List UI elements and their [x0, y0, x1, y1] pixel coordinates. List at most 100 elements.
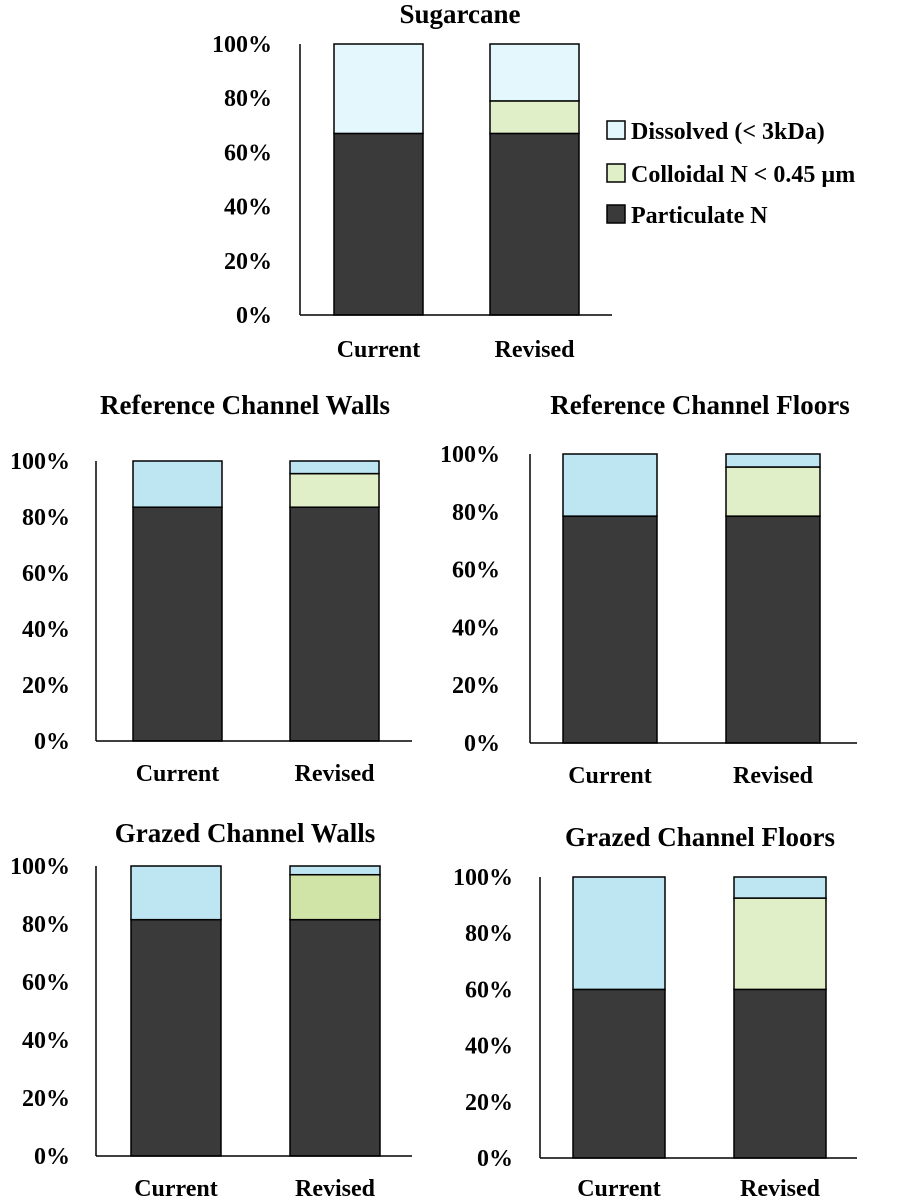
y-axis-ticks: 0% 20% 40% 60% 80% 100%	[453, 865, 513, 1172]
legend: Dissolved (< 3kDa) Colloidal N < 0.45 µm…	[606, 119, 855, 229]
bar-stacks	[132, 460, 380, 742]
y-tick-label: 40%	[22, 1028, 70, 1054]
bar-current-particulate	[132, 506, 223, 742]
bar-revised-colloidal	[733, 897, 827, 991]
x-category-label: Revised	[295, 761, 376, 787]
y-tick-label: 20%	[22, 1086, 70, 1112]
x-category-label: Revised	[733, 763, 814, 789]
y-tick-label: 100%	[440, 442, 500, 468]
y-tick-label: 20%	[22, 673, 70, 699]
y-tick-label: 100%	[453, 865, 513, 891]
bar-current-dissolved	[333, 43, 424, 135]
bar-revised-colloidal	[725, 466, 821, 517]
panel-reference-channel-floors: Reference Channel Floors 0% 20% 40% 60% 80% 1…	[440, 390, 857, 789]
y-axis-ticks: 0% 20% 40% 60% 80% 100%	[440, 442, 500, 757]
x-axis-categories: Current Revised	[136, 761, 375, 787]
panel-title: Reference Channel Floors	[550, 390, 849, 420]
y-tick-label: 0%	[464, 731, 500, 757]
y-tick-label: 40%	[224, 195, 272, 221]
y-axis-ticks: 0% 20% 40% 60% 80% 100%	[212, 32, 272, 329]
axes	[539, 877, 857, 1159]
panel-sugarcane: Sugarcane 0% 20% 40% 60% 80% 100% Current Revi…	[212, 0, 612, 363]
x-axis-categories: Current Revised	[568, 763, 813, 789]
x-axis-categories: Current Revised	[577, 1176, 820, 1202]
y-tick-label: 100%	[10, 449, 70, 475]
y-tick-label: 60%	[224, 140, 272, 166]
legend-label-colloidal: Colloidal N < 0.45 µm	[631, 162, 855, 188]
bar-current-particulate	[572, 988, 666, 1159]
panel-grazed-channel-floors: Grazed Channel Floors 0% 20% 40% 60% 80% 100%…	[453, 822, 857, 1202]
bar-current-particulate	[130, 918, 222, 1157]
y-tick-label: 40%	[465, 1034, 513, 1060]
legend-swatch-dissolved	[606, 120, 626, 140]
bar-current-dissolved	[132, 460, 223, 508]
bar-revised-particulate	[489, 132, 580, 316]
x-category-label: Revised	[740, 1176, 821, 1202]
bar-revised-dissolved	[289, 865, 381, 876]
panel-grazed-channel-walls: Grazed Channel Walls 0%20%40%60%80%100% …	[10, 818, 412, 1202]
y-tick-label: 0%	[236, 303, 272, 329]
panel-title: Sugarcane	[399, 0, 520, 29]
y-tick-label: 80%	[22, 505, 70, 531]
bar-current-dissolved	[562, 453, 658, 517]
bar-stacks	[333, 43, 580, 316]
axes	[95, 461, 412, 742]
bar-revised-dissolved	[725, 453, 821, 468]
axes	[529, 454, 857, 744]
panel-reference-channel-walls: Reference Channel Walls 0% 20% 40% 60% 80% 10…	[10, 390, 412, 787]
y-tick-label: 80%	[224, 86, 272, 112]
axes	[299, 44, 612, 316]
y-tick-label: 80%	[452, 500, 500, 526]
x-category-label: Current	[134, 1176, 218, 1202]
bar-revised-colloidal	[289, 873, 381, 921]
x-category-label: Current	[577, 1176, 661, 1202]
bar-revised-dissolved	[489, 43, 580, 102]
x-category-label: Current	[568, 763, 652, 789]
bar-revised-particulate	[289, 506, 380, 742]
y-tick-label: 60%	[452, 558, 500, 584]
x-category-label: Revised	[495, 337, 576, 363]
bar-current-dissolved	[130, 865, 222, 921]
y-tick-label: 60%	[465, 977, 513, 1003]
y-axis-ticks: 0% 20% 40% 60% 80% 100%	[10, 449, 70, 755]
x-axis-categories: Current Revised	[134, 1176, 375, 1202]
y-tick-label: 20%	[224, 249, 272, 275]
y-tick-label: 60%	[22, 561, 70, 587]
y-tick-label: 0%	[477, 1146, 513, 1172]
panel-title: Reference Channel Walls	[100, 390, 390, 420]
legend-swatch-particulate	[606, 204, 626, 224]
panel-title: Grazed Channel Floors	[565, 822, 835, 852]
bar-revised-particulate	[725, 515, 821, 744]
y-tick-label: 20%	[452, 673, 500, 699]
bar-current-particulate	[333, 132, 424, 316]
y-tick-label: 100%	[10, 854, 70, 880]
x-category-label: Current	[337, 337, 421, 363]
y-tick-label: 0%	[34, 1144, 70, 1170]
legend-swatch-colloidal	[606, 163, 626, 183]
y-tick-label: 40%	[22, 617, 70, 643]
bar-revised-dissolved	[289, 460, 380, 475]
y-tick-label: 80%	[465, 921, 513, 947]
legend-label-particulate: Particulate N	[631, 203, 768, 229]
bar-revised-particulate	[733, 988, 827, 1159]
y-tick-label: 0%	[34, 729, 70, 755]
x-category-label: Current	[136, 761, 220, 787]
x-axis-categories: Current Revised	[337, 337, 575, 363]
x-category-label: Revised	[295, 1176, 376, 1202]
y-tick-label: 80%	[22, 912, 70, 938]
bar-stacks	[130, 865, 381, 1157]
panel-title: Grazed Channel Walls	[115, 818, 376, 848]
y-tick-label: 20%	[465, 1090, 513, 1116]
bar-stacks	[562, 453, 821, 744]
bar-revised-colloidal	[489, 100, 580, 135]
bar-revised-colloidal	[289, 472, 380, 508]
bar-current-dissolved	[572, 876, 666, 991]
bar-revised-particulate	[289, 918, 381, 1157]
bar-current-particulate	[562, 515, 658, 744]
bar-revised-dissolved	[733, 876, 827, 899]
legend-label-dissolved: Dissolved (< 3kDa)	[631, 119, 825, 145]
y-axis-ticks: 0% 20% 40% 60% 80% 100%	[10, 854, 70, 1170]
axes	[95, 866, 412, 1157]
y-tick-label: 100%	[212, 32, 272, 58]
